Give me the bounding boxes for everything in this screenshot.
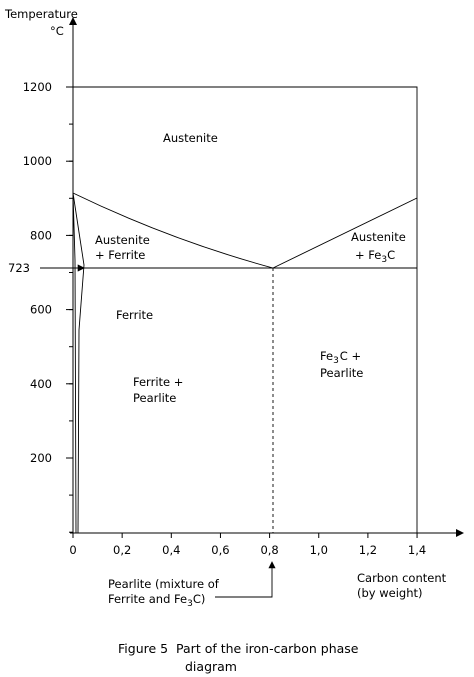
text-part: Fe bbox=[320, 349, 333, 363]
y-tick-label: 1000 bbox=[23, 154, 52, 168]
annotation: Pearlite (mixture of bbox=[108, 577, 220, 591]
region-label: + Fe3C bbox=[355, 248, 395, 265]
region-label: Austenite bbox=[95, 233, 150, 247]
annotation-arrow bbox=[215, 561, 276, 598]
y-tick-label: 800 bbox=[30, 228, 52, 242]
caption: diagram bbox=[185, 659, 237, 674]
y-tick-label: 1200 bbox=[23, 80, 52, 94]
y-unit: °C bbox=[50, 24, 64, 38]
text-part: + Fe bbox=[355, 248, 381, 262]
y-tick-label: 600 bbox=[30, 303, 52, 317]
region-label: Pearlite bbox=[133, 391, 176, 405]
y-title: Temperature bbox=[4, 7, 78, 21]
region-label: Ferrite + bbox=[133, 375, 183, 389]
x-tick-label: 1,0 bbox=[310, 543, 328, 557]
x-tick-label: 0,6 bbox=[211, 543, 229, 557]
x-tick-label: 0 bbox=[69, 543, 76, 557]
axes: 1200 1000 800 600 400 200 0 0,2 0,4 0,6 0,8 1,0 1,2 1… bbox=[23, 17, 464, 557]
x-tick-label: 1,2 bbox=[359, 543, 377, 557]
region-label: Fe3C + bbox=[320, 349, 361, 366]
x-title: (by weight) bbox=[357, 586, 423, 600]
subscript: 3 bbox=[187, 599, 193, 609]
region-label: Austenite bbox=[163, 131, 218, 145]
frame bbox=[73, 86, 418, 533]
solubility-line bbox=[72, 192, 77, 534]
y-tick-label: 200 bbox=[30, 451, 52, 465]
subscript: 3 bbox=[333, 356, 339, 366]
marker-label: 723 bbox=[8, 261, 30, 275]
phase-lines bbox=[40, 86, 418, 598]
text-part: C) bbox=[193, 592, 206, 606]
a3-line bbox=[72, 192, 274, 269]
region-label: Ferrite bbox=[116, 308, 153, 322]
region-label: Pearlite bbox=[320, 366, 363, 380]
text-part: C bbox=[387, 248, 395, 262]
y-tick-label: 400 bbox=[30, 377, 52, 391]
x-tick-label: 0,8 bbox=[260, 543, 278, 557]
text-part: Ferrite and Fe bbox=[108, 592, 187, 606]
text-part: C + bbox=[340, 349, 361, 363]
x-title: Carbon content bbox=[357, 571, 447, 585]
ferrite-boundary bbox=[72, 192, 85, 534]
x-tick-label: 0,2 bbox=[113, 543, 131, 557]
acm-line bbox=[272, 197, 418, 269]
x-tick-label: 1,4 bbox=[408, 543, 426, 557]
subscript: 3 bbox=[381, 255, 387, 265]
annotation: Ferrite and Fe3C) bbox=[108, 592, 205, 609]
region-label: + Ferrite bbox=[95, 248, 145, 262]
x-tick-label: 0,4 bbox=[162, 543, 180, 557]
caption: Figure 5 Part of the iron-carbon phase bbox=[118, 641, 359, 656]
region-label: Austenite bbox=[351, 230, 406, 244]
